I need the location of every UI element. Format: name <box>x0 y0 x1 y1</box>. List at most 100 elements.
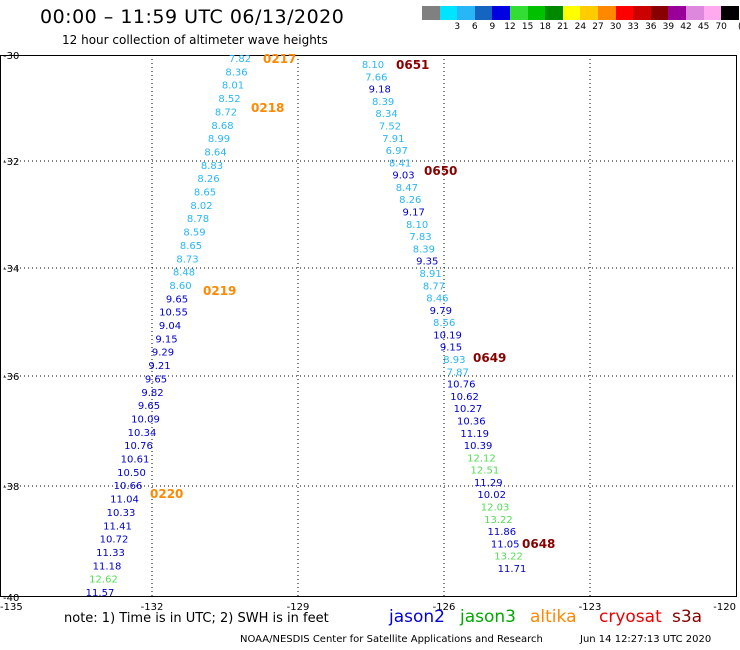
longitude-tick-label: -129 <box>287 602 310 613</box>
pass-time-label: 0219 <box>203 284 236 298</box>
wave-height-value: 9.15 <box>440 343 462 354</box>
wave-height-value: 8.65 <box>194 188 216 199</box>
scale-label: 70 <box>715 22 727 32</box>
wave-height-value: 8.52 <box>218 94 240 105</box>
scale-label: 30 <box>609 22 622 32</box>
wave-height-value: 10.62 <box>450 392 479 403</box>
legend-entry-jason2: jason2 <box>389 607 445 627</box>
scale-label: 33 <box>627 22 639 32</box>
longitude-tick-label: -123 <box>579 602 602 613</box>
generation-timestamp: Jun 14 12:27:13 UTC 2020 <box>580 634 712 645</box>
scale-swatch <box>580 6 598 20</box>
wave-height-value: 8.47 <box>396 183 418 194</box>
wave-height-value: 8.10 <box>362 60 384 71</box>
wave-height-value: 11.05 <box>491 539 520 550</box>
scale-swatch <box>703 6 722 20</box>
map-frame <box>0 55 737 597</box>
wave-height-value: 11.71 <box>498 564 527 575</box>
longitude-tick-label: -135 <box>0 602 23 613</box>
wave-height-value: 9.21 <box>148 361 170 372</box>
wave-height-value: 10.09 <box>131 414 160 425</box>
wave-height-value: 8.72 <box>215 107 237 118</box>
longitude-tick-label: -132 <box>141 602 164 613</box>
scale-swatch <box>527 6 546 20</box>
wave-height-value: 7.83 <box>409 232 431 243</box>
wave-height-value: 9.29 <box>152 348 174 359</box>
scale-swatch <box>721 6 739 20</box>
longitude-tick-label: -120 <box>713 602 736 613</box>
wave-height-value: 9.18 <box>369 85 391 96</box>
wave-height-value: 11.18 <box>93 561 122 572</box>
wave-height-value: 11.57 <box>86 588 115 599</box>
legend-entry-altika: altika <box>530 607 577 627</box>
scale-swatch <box>510 6 528 20</box>
wave-height-value: 12.51 <box>471 466 500 477</box>
wave-height-value: 8.64 <box>204 147 226 158</box>
scale-label: 6 <box>471 22 478 32</box>
wave-height-value: 8.59 <box>183 228 205 239</box>
scale-swatch <box>598 6 616 20</box>
wave-height-value: 7.52 <box>379 121 401 132</box>
scale-label: 39 <box>662 22 675 32</box>
wave-height-value: 13.22 <box>494 552 523 563</box>
scale-swatch <box>474 6 493 20</box>
wave-height-value: 8.26 <box>399 195 421 206</box>
wave-height-value: 8.34 <box>375 109 397 120</box>
wave-height-value: 10.55 <box>159 308 188 319</box>
scale-swatch <box>545 6 563 20</box>
wave-height-value: 8.36 <box>225 67 247 78</box>
scale-swatch <box>668 6 686 20</box>
legend-entry-s3a: s3a <box>672 607 703 627</box>
wave-height-value: 8.73 <box>176 254 198 265</box>
latitude-tick-label: -36 <box>3 372 19 383</box>
wave-height-value: 9.65 <box>166 294 188 305</box>
wave-height-value: 10.72 <box>100 535 129 546</box>
wave-height-value: 9.17 <box>403 208 425 219</box>
wave-height-value: 8.41 <box>389 158 411 169</box>
wave-height-value: 9.65 <box>145 374 167 385</box>
scale-swatch <box>615 6 634 20</box>
wave-height-value: 7.82 <box>229 54 251 65</box>
legend-entry-cryosat: cryosat <box>599 607 662 627</box>
wave-height-value: 8.01 <box>222 81 244 92</box>
wave-height-value: 10.39 <box>464 441 493 452</box>
scale-label: 21 <box>557 22 569 32</box>
latitude-tick-label: -40 <box>3 593 19 604</box>
scale-swatch <box>650 6 669 20</box>
scale-swatch <box>562 6 581 20</box>
wave-height-value: 8.65 <box>180 241 202 252</box>
wave-height-value: 8.68 <box>211 121 233 132</box>
wave-height-value: 9.35 <box>416 257 438 268</box>
legend-entry-jason3: jason3 <box>460 607 516 627</box>
wave-height-value: 10.34 <box>128 428 157 439</box>
wave-height-value: 7.91 <box>382 134 404 145</box>
wave-height-value: 8.46 <box>426 294 448 305</box>
pass-time-label: 0648 <box>522 537 555 551</box>
latitude-tick-label: -32 <box>3 157 19 168</box>
scale-unit: (ft) <box>733 22 740 32</box>
wave-height-value: 8.39 <box>413 244 435 255</box>
scale-label: 18 <box>539 22 551 32</box>
wave-height-value: 11.19 <box>460 429 489 440</box>
wave-height-value: 8.77 <box>423 281 445 292</box>
latitude-tick-label: -30 <box>3 51 19 62</box>
scale-label: 36 <box>645 22 657 32</box>
wave-height-value: 8.26 <box>197 174 219 185</box>
wave-height-value: 8.78 <box>187 214 209 225</box>
scale-swatch <box>686 6 704 20</box>
wave-height-value: 12.12 <box>467 453 496 464</box>
scale-label: 3 <box>454 22 461 32</box>
wave-height-value: 10.76 <box>124 441 153 452</box>
scale-label: 27 <box>592 22 604 32</box>
pass-time-label: 0220 <box>150 487 183 501</box>
wave-height-value: 9.65 <box>138 401 160 412</box>
latitude-tick-label: -38 <box>3 482 19 493</box>
wave-height-value: 10.50 <box>117 468 146 479</box>
wave-height-value: 8.39 <box>372 97 394 108</box>
wave-height-value: 7.66 <box>365 72 387 83</box>
units-note: note: 1) Time is in UTC; 2) SWH is in fe… <box>64 611 329 626</box>
wave-height-value: 10.76 <box>447 380 476 391</box>
scale-label: 42 <box>680 22 692 32</box>
map-subtitle: 12 hour collection of altimeter wave hei… <box>62 33 328 47</box>
